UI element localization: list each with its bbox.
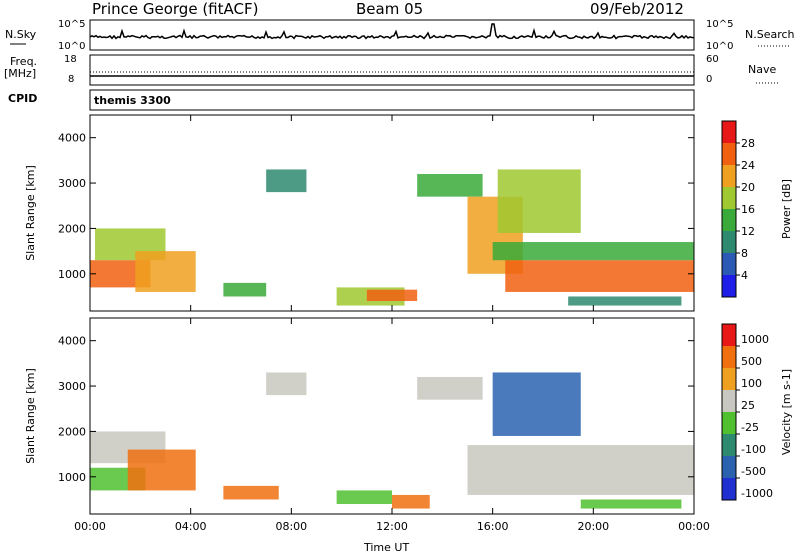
nave-tick-top: 60: [706, 54, 719, 65]
time-axis-label: Time UT: [363, 541, 409, 554]
colorbar-tick-label: -500: [741, 465, 766, 478]
nsky-label: N.Sky: [5, 28, 37, 41]
data-region: [223, 282, 267, 297]
colorbar-segment: [722, 324, 736, 346]
x-tick-label: 20:00: [577, 520, 609, 533]
colorbar-tick-label: 16: [741, 203, 755, 216]
y-tick-label: 2000: [58, 425, 86, 438]
power-plot: 1000 2000 3000 4000 Slant Range [km] 4 8 12 16 20…: [24, 114, 793, 312]
colorbar-label: Velocity [m s-1]: [780, 369, 793, 455]
data-region: [580, 499, 682, 509]
nsky-tick-bottom: 10^0: [58, 41, 85, 52]
nave-tick-bottom: 0: [706, 74, 712, 85]
colorbar-segment: [722, 231, 736, 253]
colorbar-tick-label: -25: [741, 421, 759, 434]
station-title: Prince George (fitACF): [92, 0, 258, 18]
freq-panel: Freq. [MHz] 18 8 60 0 Nave: [4, 54, 780, 86]
colorbar-tick-label: 25: [741, 399, 755, 412]
y-tick-label: 2000: [58, 222, 86, 235]
colorbar-tick-label: 100: [741, 377, 762, 390]
freq-tick-bottom: 8: [68, 74, 74, 85]
x-tick-label: 12:00: [376, 520, 408, 533]
colorbar-tick-label: 1000: [741, 333, 769, 346]
y-axis-label: Slant Range [km]: [24, 165, 37, 261]
colorbar-segment: [722, 275, 736, 297]
y-tick-label: 3000: [58, 380, 86, 393]
colorbar-segment: [722, 121, 736, 143]
colorbar-tick-label: 8: [741, 247, 748, 260]
nsky-trace: [89, 23, 695, 40]
data-region: [505, 260, 694, 292]
nave-label: Nave: [748, 63, 776, 76]
y-tick-label: 1000: [58, 268, 86, 281]
freq-label: Freq.: [10, 55, 37, 68]
colorbar-label: Power [dB]: [780, 179, 793, 239]
cpid-value: themis 3300: [94, 94, 171, 107]
y-axis-label: Slant Range [km]: [24, 368, 37, 464]
colorbar-tick-label: -100: [741, 443, 766, 456]
nsearch-tick-top: 10^5: [706, 19, 733, 30]
colorbar-segment: [722, 368, 736, 390]
y-tick-label: 4000: [58, 335, 86, 348]
cpid-label: CPID: [8, 92, 37, 105]
colorbar-segment: [722, 253, 736, 275]
colorbar-segment: [722, 143, 736, 165]
colorbar-tick-label: 500: [741, 355, 762, 368]
nsky-panel: N.Sky 10^5 10^0 10^5 10^0 N.Search: [5, 19, 795, 52]
colorbar-segment: [722, 478, 736, 500]
colorbar-tick-label: -1000: [741, 487, 773, 500]
beam-title: Beam 05: [356, 0, 423, 18]
velocity-plot: 1000 2000 3000 4000 00:00 04:00 08:00 12:00 16:0…: [24, 317, 793, 533]
colorbar-tick-label: 20: [741, 181, 755, 194]
data-region: [266, 372, 307, 396]
colorbar-segment: [722, 434, 736, 456]
colorbar-segment: [722, 390, 736, 412]
date-title: 09/Feb/2012: [590, 0, 684, 18]
colorbar-segment: [722, 346, 736, 368]
data-region: [568, 296, 682, 306]
colorbar-segment: [722, 412, 736, 434]
data-region: [492, 372, 581, 436]
y-tick-label: 4000: [58, 132, 86, 145]
data-region: [497, 169, 581, 233]
nsky-tick-top: 10^5: [58, 19, 85, 30]
colorbar-tick-label: 12: [741, 225, 755, 238]
data-region: [492, 242, 694, 261]
x-tick-label: 00:00: [678, 520, 710, 533]
colorbar-segment: [722, 165, 736, 187]
nsearch-label: N.Search: [745, 28, 795, 41]
freq-tick-top: 18: [64, 54, 77, 65]
data-region: [366, 289, 418, 302]
x-tick-label: 00:00: [74, 520, 106, 533]
data-region: [467, 445, 694, 495]
data-region: [417, 376, 483, 400]
freq-unit: [MHz]: [4, 67, 36, 80]
data-region: [336, 490, 392, 505]
y-tick-label: 3000: [58, 177, 86, 190]
data-region: [135, 251, 196, 292]
colorbar-segment: [722, 187, 736, 209]
data-region: [127, 449, 196, 491]
colorbar-tick-label: 28: [741, 137, 755, 150]
colorbar-tick-label: 4: [741, 269, 748, 282]
x-tick-label: 04:00: [175, 520, 207, 533]
colorbar-tick-label: 24: [741, 159, 755, 172]
data-region: [223, 485, 279, 500]
nsearch-tick-bottom: 10^0: [706, 41, 733, 52]
data-region: [266, 169, 307, 193]
colorbar-segment: [722, 209, 736, 231]
x-tick-label: 16:00: [477, 520, 509, 533]
data-region: [417, 173, 483, 197]
cpid-panel: CPID themis 3300: [8, 89, 695, 111]
data-region: [392, 494, 430, 509]
x-tick-label: 08:00: [275, 520, 307, 533]
colorbar-segment: [722, 456, 736, 478]
y-tick-label: 1000: [58, 471, 86, 484]
